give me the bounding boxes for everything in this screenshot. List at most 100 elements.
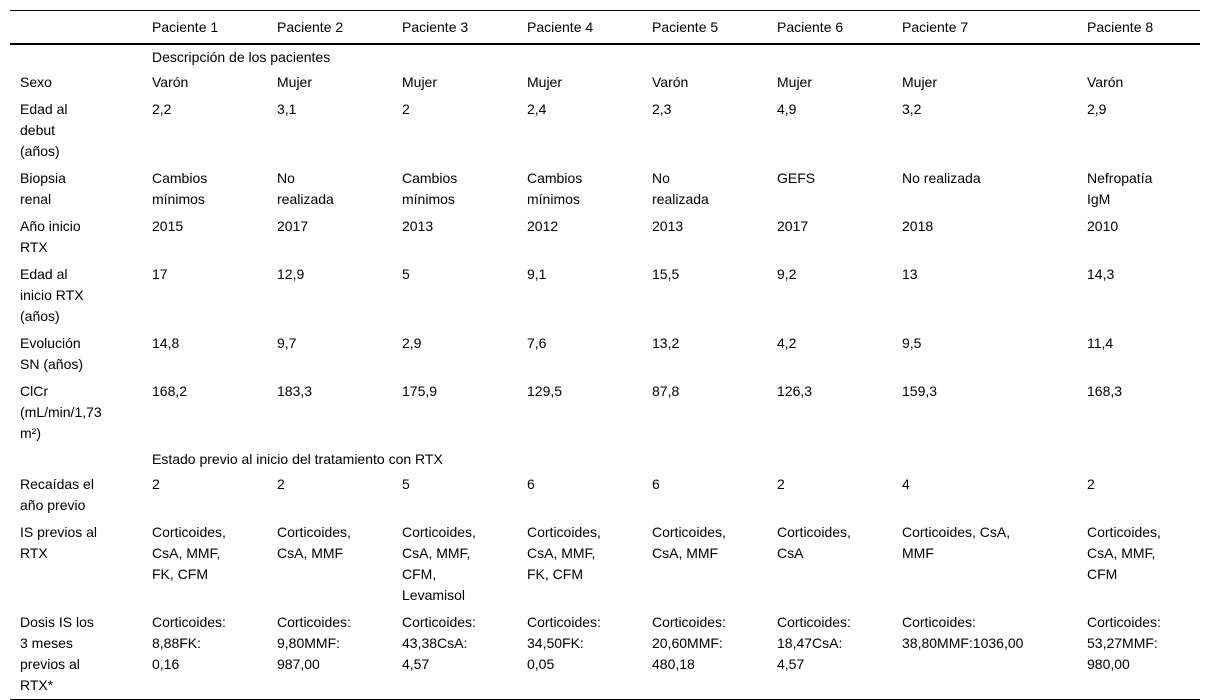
cell: Mujer	[902, 74, 938, 90]
patients-table-container: Paciente 1 Paciente 2 Paciente 3 Paciente 4…	[10, 10, 1201, 700]
table-row: Recaídas el año previo 2 2 5 6 6 2 4 2	[10, 471, 1200, 519]
cell: 9,7	[277, 335, 297, 351]
table-row: ClCr (mL/min/1,73 m²) 168,2 183,3 175,9 129,…	[10, 378, 1200, 447]
cell: 4,2	[777, 335, 797, 351]
header-row: Paciente 1 Paciente 2 Paciente 3 Paciente 4…	[10, 10, 1200, 45]
section-header-row: Descripción de los pacientes	[10, 44, 1200, 69]
table-row: IS previos al RTX Corticoides, CsA, MMF, …	[10, 519, 1200, 609]
cell: Corticoides, CsA, MMF, FK, CFM	[152, 524, 226, 582]
cell: 87,8	[652, 383, 680, 399]
table-row: Sexo Varón Mujer Mujer Mujer Varón Mujer Mujer V…	[10, 69, 1200, 96]
cell: 159,3	[902, 383, 938, 399]
cell: 2018	[902, 218, 934, 234]
cell: 2012	[527, 218, 559, 234]
cell: Nefropatía IgM	[1087, 170, 1153, 207]
cell: 168,3	[1087, 383, 1123, 399]
row-label: Recaídas el año previo	[20, 476, 94, 513]
column-header: Paciente 5	[652, 10, 777, 45]
cell: 9,5	[902, 335, 922, 351]
cell: 2015	[152, 218, 184, 234]
column-header: Paciente 2	[277, 10, 402, 45]
cell: Cambios mínimos	[527, 170, 583, 207]
table-body: Descripción de los pacientes Sexo Varón Muj…	[10, 44, 1200, 700]
cell: 2,9	[1087, 101, 1107, 117]
cell: Corticoides: 9,80MMF: 987,00	[277, 614, 351, 672]
cell: No realizada	[902, 170, 981, 186]
section-header: Descripción de los pacientes	[152, 49, 331, 65]
cell: 17	[152, 266, 168, 282]
cell: 175,9	[402, 383, 438, 399]
table-row: Evolución SN (años) 14,8 9,7 2,9 7,6 13,2 4,2 9…	[10, 330, 1200, 378]
cell: 14,8	[152, 335, 180, 351]
cell: Corticoides: 53,27MMF: 980,00	[1087, 614, 1161, 672]
row-label: Sexo	[20, 74, 52, 90]
cell: 4,9	[777, 101, 797, 117]
cell: Cambios mínimos	[402, 170, 458, 207]
cell: Corticoides: 43,38CsA: 4,57	[402, 614, 476, 672]
cell: 3,2	[902, 101, 922, 117]
cell: 2	[152, 476, 160, 492]
cell: 2013	[652, 218, 684, 234]
section-header: Estado previo al inicio del tratamiento …	[152, 451, 443, 467]
cell: Cambios mínimos	[152, 170, 208, 207]
cell: 129,5	[527, 383, 563, 399]
cell: 2017	[777, 218, 809, 234]
table-row: Biopsia renal Cambios mínimos No realizada…	[10, 165, 1200, 213]
cell: Corticoides: 20,60MMF: 480,18	[652, 614, 726, 672]
column-header: Paciente 7	[902, 10, 1087, 45]
cell: 2010	[1087, 218, 1119, 234]
cell: 2	[777, 476, 785, 492]
row-label-header	[10, 10, 152, 45]
cell: 5	[402, 476, 410, 492]
cell: 9,1	[527, 266, 547, 282]
table-row: Dosis IS los 3 meses previos al RTX* Cort…	[10, 609, 1200, 700]
cell: Varón	[652, 74, 689, 90]
cell: 2,4	[527, 101, 547, 117]
column-header: Paciente 6	[777, 10, 902, 45]
row-label: Dosis IS los 3 meses previos al RTX*	[20, 614, 94, 693]
column-header: Paciente 3	[402, 10, 527, 45]
cell: 13,2	[652, 335, 680, 351]
cell: Corticoides: 38,80MMF:1036,00	[902, 614, 1024, 651]
table-header: Paciente 1 Paciente 2 Paciente 3 Paciente 4…	[10, 10, 1200, 45]
cell: 5	[402, 266, 410, 282]
table-row: Año inicio RTX 2015 2017 2013 2012 2013 2017 20…	[10, 213, 1200, 261]
cell: 2,2	[152, 101, 172, 117]
cell: Varón	[152, 74, 189, 90]
table-row: Edad al inicio RTX (años) 17 12,9 5 9,1 15,5 9…	[10, 261, 1200, 330]
cell: 12,9	[277, 266, 305, 282]
cell: 14,3	[1087, 266, 1115, 282]
row-label: Año inicio RTX	[20, 218, 81, 255]
row-label: Biopsia renal	[20, 170, 66, 207]
cell: 168,2	[152, 383, 188, 399]
cell: Mujer	[777, 74, 813, 90]
table-row: Edad al debut (años) 2,2 3,1 2 2,4 2,3 4,9 3,2 2…	[10, 96, 1200, 165]
section-header-row: Estado previo al inicio del tratamiento …	[10, 447, 1200, 471]
row-label: Edad al debut (años)	[20, 101, 68, 159]
cell: 2	[402, 101, 410, 117]
row-label: ClCr (mL/min/1,73 m²)	[20, 383, 102, 441]
column-header: Paciente 8	[1087, 10, 1200, 45]
cell: Corticoides: 18,47CsA: 4,57	[777, 614, 851, 672]
cell: 2,9	[402, 335, 422, 351]
cell: Mujer	[527, 74, 563, 90]
row-label: IS previos al RTX	[20, 524, 98, 561]
cell: 183,3	[277, 383, 313, 399]
cell: Corticoides, CsA, MMF	[902, 524, 1011, 561]
cell: 2,3	[652, 101, 672, 117]
cell: Varón	[1087, 74, 1124, 90]
cell: 7,6	[527, 335, 547, 351]
cell: No realizada	[277, 170, 334, 207]
cell: 11,4	[1087, 335, 1114, 351]
column-header: Paciente 1	[152, 10, 277, 45]
cell: 2013	[402, 218, 434, 234]
cell: Mujer	[402, 74, 438, 90]
cell: Mujer	[277, 74, 313, 90]
cell: 2017	[277, 218, 309, 234]
row-label: Evolución SN (años)	[20, 335, 84, 372]
cell: Corticoides, CsA, MMF, CFM, Levamisol	[402, 524, 476, 603]
cell: 2	[1087, 476, 1095, 492]
cell: Corticoides, CsA, MMF, FK, CFM	[527, 524, 601, 582]
cell: 9,2	[777, 266, 797, 282]
row-label	[10, 44, 152, 69]
